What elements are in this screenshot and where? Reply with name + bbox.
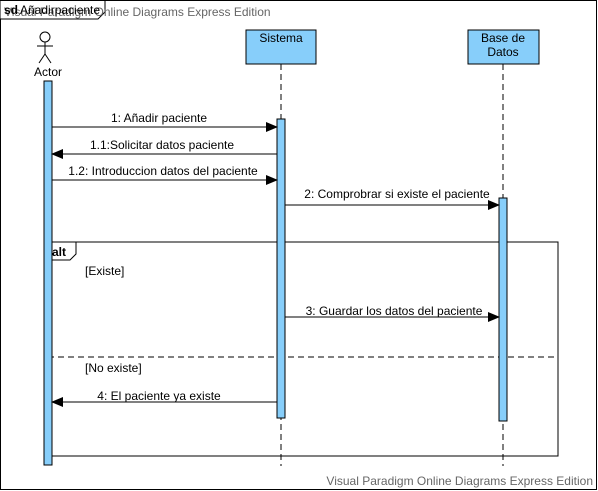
sistema-activation[interactable] [276,118,286,419]
message-1[interactable]: 1: Añadir paciente [52,111,278,132]
sistema-participant[interactable]: Sistema [245,29,317,65]
watermark-top: Visual Paradigm Online Diagrams Express … [4,5,271,19]
message-3[interactable]: 3: Guardar los datos del paciente [285,304,500,322]
message-1-2-label: 1.2: Introduccion datos del paciente [68,164,258,178]
alt-guard-no-existe: [No existe] [85,361,142,375]
message-1-2[interactable]: 1.2: Introduccion datos del paciente [52,164,278,185]
message-2[interactable]: 2: Comprobrar si existe el paciente [285,187,500,210]
sistema-label: Sistema [259,31,303,45]
frame-name-tab [0,0,106,20]
watermark-bottom: Visual Paradigm Online Diagrams Express … [326,474,593,488]
message-3-label: 3: Guardar los datos del paciente [306,304,483,318]
message-1-1[interactable]: 1.1:Solicitar datos paciente [51,138,277,159]
alt-operator: alt [52,245,66,259]
message-4[interactable]: 4: El paciente ya existe [51,389,277,407]
base-datos-box [467,29,540,65]
actor-activation[interactable] [43,80,53,466]
base-datos-label-line1: Base de [481,31,525,45]
actor-head [39,31,51,43]
base-datos-activation[interactable] [498,197,508,422]
message-1-label: 1: Añadir paciente [111,111,207,125]
message-1-1-label: 1.1:Solicitar datos paciente [90,138,234,152]
frame-keyword: sd [4,3,18,17]
alt-guard-existe: [Existe] [85,264,124,278]
frame-name: Añadirpaciente [20,3,100,17]
alt-operator-tab [48,241,77,261]
actor-label: Actor [34,65,62,79]
message-2-label: 2: Comprobrar si existe el paciente [304,187,490,201]
base-datos-label-line2: Datos [487,45,518,59]
actor-participant[interactable]: Actor [34,31,62,79]
base-datos-participant[interactable]: Base de Datos [467,29,540,65]
message-4-label: 4: El paciente ya existe [97,389,221,403]
